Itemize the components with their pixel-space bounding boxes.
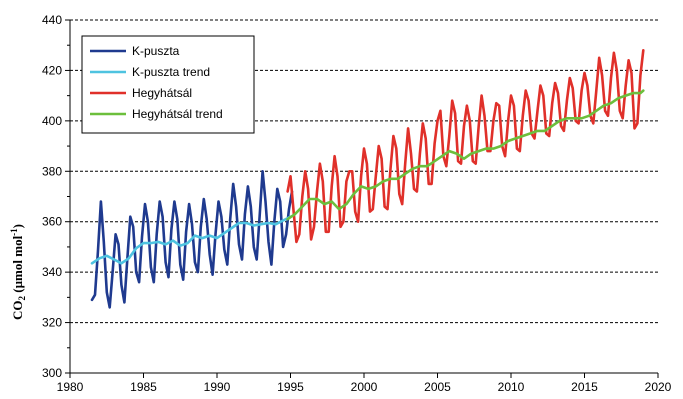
xtick-label-2015: 2015 (571, 380, 598, 394)
x-axis-ticks: 1980 1985 1990 1995 2000 2005 2010 2015 2020 (57, 373, 672, 394)
series-line-k-puszta (90, 170, 294, 309)
ytick-label-340: 340 (42, 265, 62, 279)
series-line-k-puszta-trend (90, 215, 292, 265)
xtick-label-2000: 2000 (351, 380, 378, 394)
legend: K-puszta K-puszta trend Hegyhátsál Hegyháts… (81, 35, 255, 134)
y-label-main: CO (10, 301, 25, 321)
y-label-sub: 2 (17, 296, 27, 301)
series-line-hegyhatsal (286, 48, 645, 244)
ytick-label-360: 360 (42, 215, 62, 229)
y-label-end: ) (10, 224, 25, 228)
ytick-label-320: 320 (42, 316, 62, 330)
ytick-label-400: 400 (42, 114, 62, 128)
series-lines (90, 48, 645, 309)
ytick-label-380: 380 (42, 164, 62, 178)
xtick-label-1980: 1980 (57, 380, 84, 394)
xtick-label-2005: 2005 (424, 380, 451, 394)
legend-label-hegyhatsal: Hegyhátsál (132, 86, 192, 100)
legend-label-k-puszta-trend: K-puszta trend (132, 65, 210, 79)
legend-label-k-puszta: K-puszta (132, 44, 180, 58)
xtick-label-1995: 1995 (277, 380, 304, 394)
ytick-label-440: 440 (42, 13, 62, 27)
y-axis-label: CO2 (µmol mol-1) (9, 224, 27, 320)
series-line-hegyhatsal-trend (286, 89, 645, 221)
xtick-label-2020: 2020 (645, 380, 672, 394)
xtick-label-1985: 1985 (130, 380, 157, 394)
ytick-label-300: 300 (42, 366, 62, 380)
xtick-label-1990: 1990 (204, 380, 231, 394)
legend-label-hegyhatsal-trend: Hegyhátsál trend (132, 107, 223, 121)
y-label-sup: -1 (9, 228, 19, 236)
xtick-label-2010: 2010 (498, 380, 525, 394)
y-axis-ticks: 300 320 340 360 380 400 420 440 (42, 13, 70, 380)
y-label-rest: (µmol mol (10, 235, 25, 296)
ytick-label-420: 420 (42, 63, 62, 77)
